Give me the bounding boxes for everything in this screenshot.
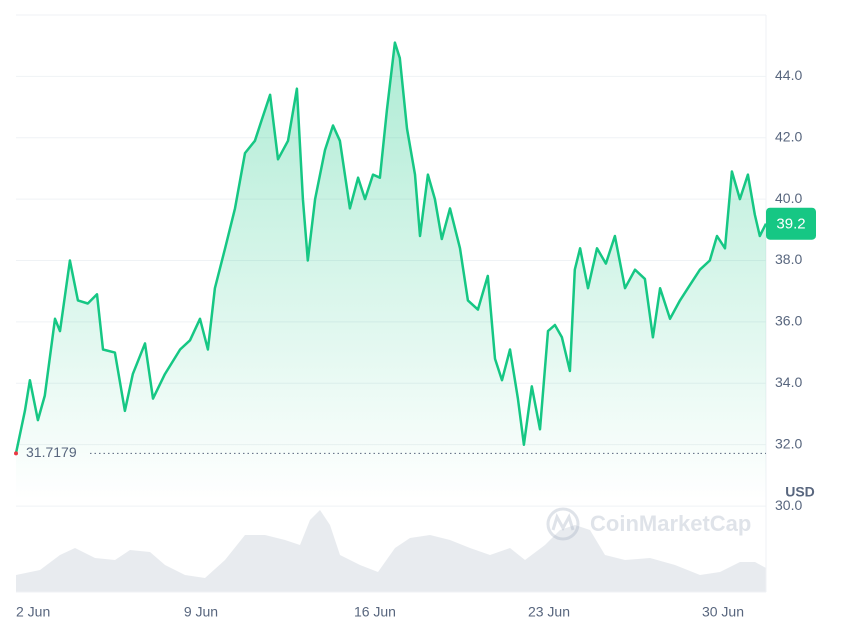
y-tick-label: 38.0	[775, 251, 802, 267]
y-tick-label: 36.0	[775, 313, 802, 329]
reference-label: 31.7179	[26, 444, 77, 460]
price-badge	[766, 207, 816, 240]
area-fill	[16, 42, 766, 500]
watermark-text: CoinMarketCap	[590, 511, 751, 536]
start-point	[14, 451, 18, 456]
price-line	[14, 41, 768, 454]
y-tick-label: 42.0	[775, 128, 802, 144]
y-tick-label: 44.0	[775, 67, 802, 83]
x-tick-label: 23 Jun	[528, 604, 570, 620]
x-tick-label: 2 Jun	[16, 604, 50, 620]
y-unit: USD	[785, 484, 815, 500]
price-badge-label: 39.2	[776, 216, 805, 233]
x-tick-label: 9 Jun	[184, 604, 218, 620]
volume-area	[16, 510, 766, 592]
y-tick-label: 40.0	[775, 190, 802, 206]
y-tick-label: 30.0	[775, 497, 802, 513]
watermark: CoinMarketCap	[546, 507, 751, 541]
y-tick-label: 34.0	[775, 374, 802, 390]
y-tick-label: 32.0	[775, 435, 802, 451]
x-tick-label: 16 Jun	[354, 604, 396, 620]
x-tick-label: 30 Jun	[702, 604, 744, 620]
